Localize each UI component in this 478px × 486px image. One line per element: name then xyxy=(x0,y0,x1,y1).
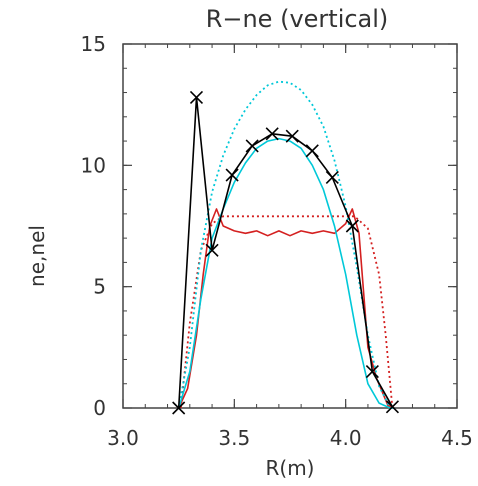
series-0-marker xyxy=(365,365,379,379)
series-0-marker xyxy=(345,219,359,233)
y-tick-label: 0 xyxy=(93,396,106,420)
series-line-0 xyxy=(177,96,394,409)
series-line-2 xyxy=(177,80,392,409)
series-0-marker xyxy=(385,400,399,414)
series-line-1 xyxy=(177,137,395,409)
series-0-marker xyxy=(265,127,279,141)
series-0-marker xyxy=(305,144,319,158)
x-tick-label: 4.0 xyxy=(330,426,362,450)
y-tick-label: 15 xyxy=(81,32,106,56)
y-axis-label: ne,nel xyxy=(25,225,49,287)
x-tick-labels: 3.0 3.5 4.0 4.5 xyxy=(107,426,473,450)
y-tick-labels: 0 5 10 15 xyxy=(81,32,106,420)
axis-ticks xyxy=(122,43,458,409)
x-axis-label: R(m) xyxy=(266,456,315,480)
chart-title: R−ne (vertical) xyxy=(206,5,389,33)
plot-frame xyxy=(122,43,458,409)
series-0-marker xyxy=(205,243,219,257)
series-0-marker xyxy=(172,401,186,415)
series-0-marker xyxy=(325,170,339,185)
series-layer xyxy=(172,80,399,415)
x-tick-label: 3.5 xyxy=(218,426,250,450)
y-tick-label: 5 xyxy=(93,275,106,299)
series-line-4 xyxy=(180,215,394,409)
x-tick-label: 4.5 xyxy=(441,426,473,450)
series-0-marker xyxy=(245,139,259,153)
series-0-marker xyxy=(285,129,299,143)
series-0-marker xyxy=(225,168,239,182)
series-line-3 xyxy=(177,208,395,409)
series-0-marker xyxy=(189,90,204,104)
x-tick-label: 3.0 xyxy=(107,426,139,450)
y-tick-label: 10 xyxy=(81,153,106,177)
